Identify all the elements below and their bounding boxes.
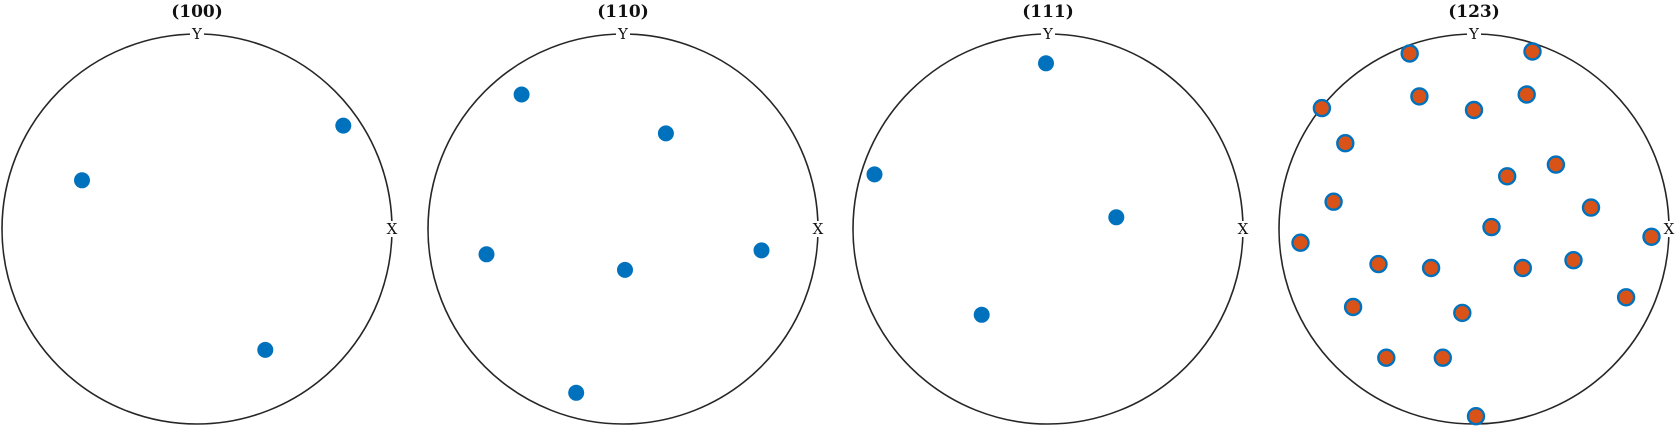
- pole-point: [1433, 348, 1453, 367]
- y-axis-label: Y: [1468, 25, 1480, 43]
- x-axis-label: X: [387, 220, 398, 238]
- y-label-backdrop: [1041, 25, 1055, 41]
- pole-figure-123: (123) Y X: [1278, 2, 1676, 426]
- y-label-backdrop: [1467, 25, 1481, 41]
- pole-point: [568, 384, 585, 401]
- pole-figure-title: (111): [1022, 2, 1074, 22]
- pole-point: [617, 261, 633, 278]
- pole-point: [1291, 233, 1310, 252]
- pole-point: [1410, 87, 1429, 106]
- pole-point: [1421, 258, 1441, 278]
- pole-point: [1400, 44, 1419, 63]
- pole-point: [1497, 167, 1517, 186]
- y-axis-label: Y: [1042, 25, 1054, 43]
- pole-figure-100: (100) Y X: [1, 2, 400, 425]
- pole-point: [1336, 133, 1355, 153]
- projection-circle: [427, 33, 819, 425]
- x-label-backdrop: [1235, 221, 1251, 237]
- pole-point: [1312, 98, 1332, 118]
- pole-point: [1546, 155, 1566, 174]
- pole-point: [1369, 254, 1388, 274]
- pole-figure-110: (110) Y X: [427, 2, 826, 425]
- pole-point: [478, 246, 495, 263]
- pole-point: [753, 242, 770, 259]
- pole-point: [1642, 227, 1661, 247]
- y-label-backdrop: [616, 25, 630, 41]
- x-axis-label: X: [1664, 220, 1675, 238]
- pole-point: [973, 306, 990, 323]
- y-label-backdrop: [190, 25, 204, 41]
- pole-point: [1464, 100, 1484, 120]
- pole-point: [657, 125, 674, 142]
- pole-point: [1038, 55, 1054, 72]
- pole-point: [866, 166, 883, 183]
- x-axis-label: X: [813, 220, 824, 238]
- pole-point: [1517, 85, 1536, 104]
- pole-point: [1343, 297, 1363, 317]
- pole-point: [1564, 251, 1583, 270]
- pole-point: [257, 341, 274, 358]
- pole-figure-title: (123): [1448, 2, 1500, 22]
- x-axis-label: X: [1238, 220, 1249, 238]
- pole-point: [1453, 303, 1472, 323]
- pole-point: [1523, 42, 1542, 61]
- x-label-backdrop: [1661, 221, 1676, 237]
- pole-point: [1581, 198, 1601, 217]
- pole-figure-title: (100): [171, 2, 223, 22]
- projection-circle: [1, 33, 393, 425]
- pole-point: [1324, 192, 1343, 211]
- pole-point: [1466, 407, 1486, 426]
- pole-point: [1616, 288, 1636, 307]
- pole-point: [74, 172, 90, 189]
- projection-circle: [1278, 33, 1670, 425]
- y-axis-label: Y: [191, 25, 203, 43]
- pole-figure-title: (110): [597, 2, 649, 22]
- pole-point: [513, 86, 530, 103]
- pole-point: [335, 117, 352, 134]
- x-label-backdrop: [810, 221, 826, 237]
- projection-circle: [852, 33, 1244, 425]
- pole-point: [1482, 217, 1501, 237]
- pole-point: [1513, 258, 1533, 278]
- pole-point: [1108, 209, 1125, 226]
- x-label-backdrop: [384, 221, 400, 237]
- pole-point: [1377, 348, 1396, 367]
- pole-figure-111: (111) Y X: [852, 2, 1251, 425]
- y-axis-label: Y: [617, 25, 629, 43]
